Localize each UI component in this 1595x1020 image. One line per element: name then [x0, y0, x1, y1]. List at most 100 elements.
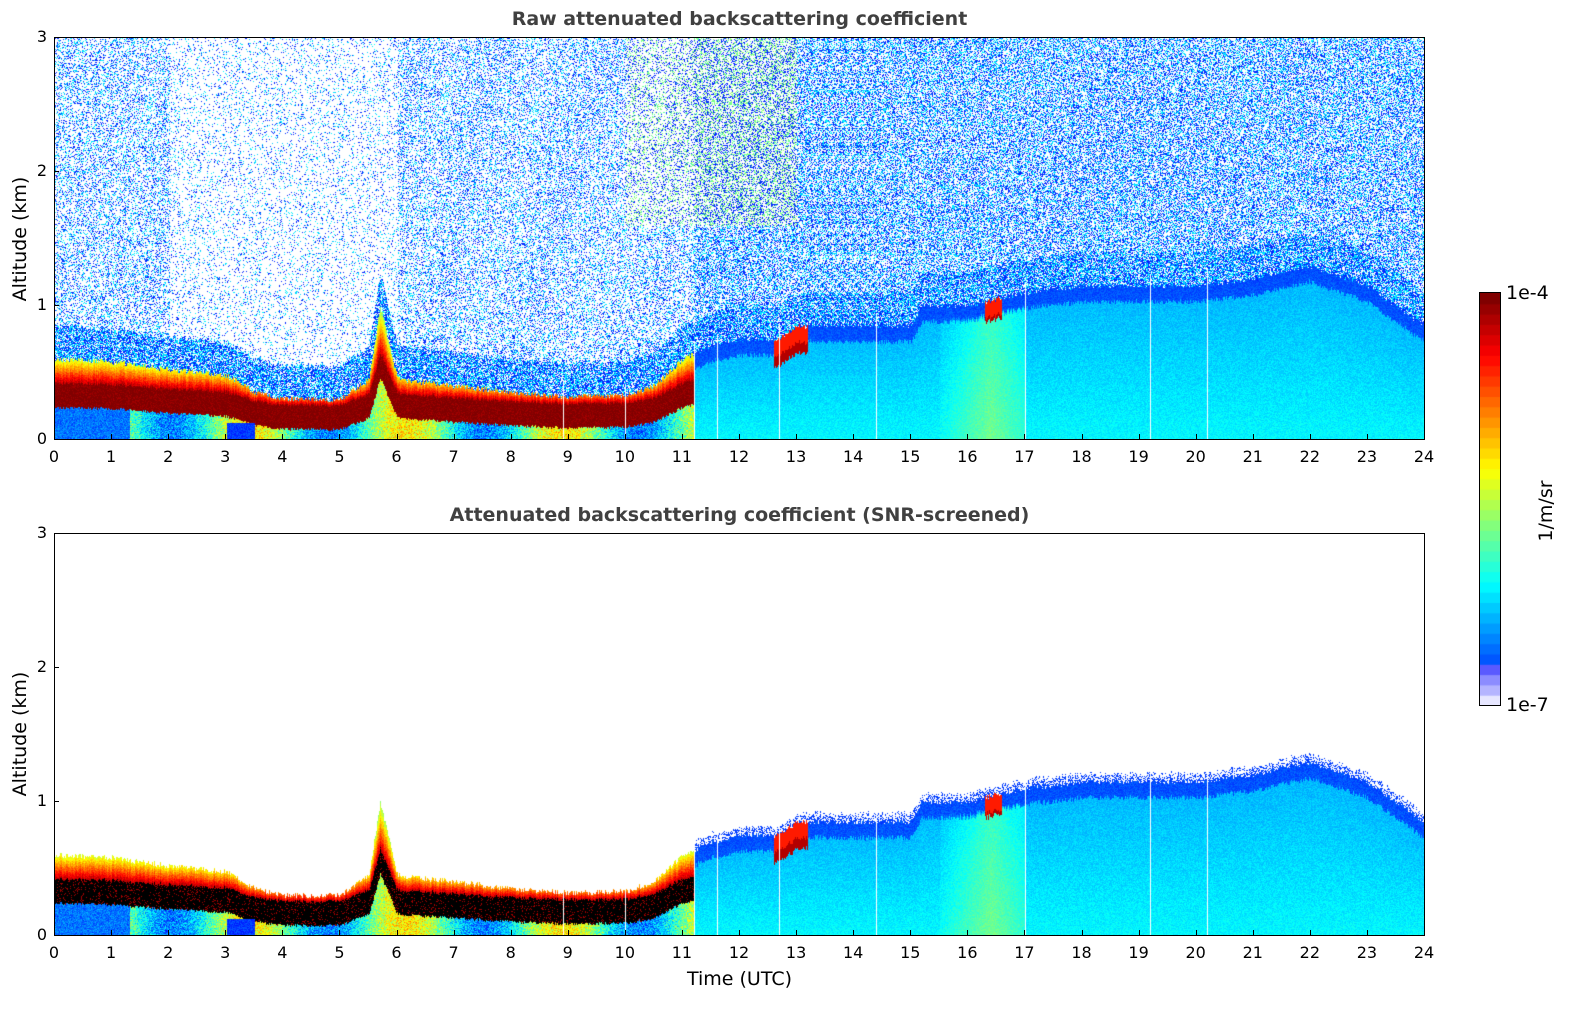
x-tick-label: 23	[1356, 447, 1378, 466]
x-tick-label: 20	[1185, 447, 1206, 466]
x-tick-label: 10	[614, 943, 635, 962]
x-tick-mark	[1309, 930, 1311, 935]
y-tick-label: 3	[36, 523, 47, 542]
x-tick-mark	[54, 434, 55, 439]
top-chart-title: Raw attenuated backscattering coefficien…	[511, 8, 968, 30]
x-tick-mark	[282, 434, 284, 439]
x-tick-mark	[853, 930, 855, 935]
y-tick-label: 0	[36, 429, 47, 448]
colorbar-gradient	[1480, 293, 1500, 705]
x-axis-label: Time (UTC)	[686, 968, 793, 990]
bottom-chart-title: Attenuated backscattering coefficient (S…	[449, 504, 1030, 526]
x-tick-mark	[624, 930, 626, 935]
x-tick-mark	[1138, 930, 1140, 935]
y-tick-mark	[54, 801, 59, 802]
x-tick-label: 7	[448, 447, 459, 466]
x-tick-label: 13	[785, 447, 807, 466]
x-tick-mark	[510, 434, 512, 439]
colorbar-max-label: 1e-4	[1506, 282, 1549, 304]
x-tick-label: 15	[900, 943, 921, 962]
x-tick-label: 1	[105, 943, 117, 962]
y-tick-mark	[54, 533, 59, 534]
x-tick-mark	[796, 930, 798, 935]
x-tick-label: 7	[448, 943, 459, 962]
bottom-heatmap-canvas	[55, 534, 1424, 935]
x-tick-mark	[739, 930, 740, 935]
y-tick-mark	[54, 439, 59, 440]
x-tick-label: 18	[1071, 447, 1092, 466]
y-tick-label: 2	[36, 657, 47, 676]
x-tick-mark	[1081, 434, 1083, 439]
x-tick-label: 19	[1128, 943, 1149, 962]
x-tick-label: 24	[1413, 943, 1435, 962]
x-tick-label: 21	[1242, 943, 1263, 962]
x-tick-label: 19	[1128, 447, 1149, 466]
x-tick-label: 13	[785, 943, 807, 962]
x-tick-mark	[282, 930, 284, 935]
x-tick-mark	[1424, 930, 1425, 935]
x-tick-mark	[624, 434, 626, 439]
x-tick-label: 22	[1299, 447, 1320, 466]
x-tick-mark	[1138, 434, 1140, 439]
x-tick-label: 8	[505, 447, 516, 466]
y-tick-label: 0	[36, 925, 47, 944]
x-tick-mark	[168, 434, 170, 439]
x-tick-mark	[339, 434, 341, 439]
x-tick-mark	[339, 930, 341, 935]
x-tick-label: 9	[562, 447, 573, 466]
x-tick-mark	[1081, 930, 1083, 935]
x-tick-mark	[681, 930, 683, 935]
x-tick-label: 4	[277, 447, 288, 466]
x-tick-label: 16	[957, 943, 978, 962]
y-tick-label: 3	[36, 27, 47, 46]
x-tick-label: 3	[220, 447, 231, 466]
colorbar-min-label: 1e-7	[1506, 694, 1549, 716]
x-tick-mark	[1424, 434, 1425, 439]
x-tick-mark	[910, 434, 912, 439]
y-tick-label: 1	[36, 791, 47, 810]
x-tick-mark	[967, 434, 969, 439]
colorbar-unit-label: 1/m/sr	[1535, 480, 1557, 542]
x-tick-label: 16	[957, 447, 978, 466]
x-tick-mark	[396, 930, 398, 935]
x-tick-label: 15	[900, 447, 921, 466]
x-tick-label: 10	[614, 447, 635, 466]
x-tick-label: 12	[728, 943, 750, 962]
x-tick-label: 17	[1014, 447, 1035, 466]
top-heatmap-plot	[54, 37, 1425, 440]
y-tick-label: 2	[36, 161, 47, 180]
x-tick-mark	[739, 434, 740, 439]
colorbar	[1479, 292, 1501, 706]
x-tick-mark	[54, 930, 55, 935]
x-tick-label: 11	[671, 943, 693, 962]
x-tick-label: 23	[1356, 943, 1378, 962]
x-tick-mark	[1195, 434, 1197, 439]
x-tick-mark	[111, 930, 113, 935]
x-tick-mark	[1024, 930, 1026, 935]
x-tick-mark	[510, 930, 512, 935]
y-tick-label: 1	[36, 295, 47, 314]
x-tick-label: 21	[1242, 447, 1263, 466]
x-tick-mark	[225, 930, 227, 935]
x-tick-mark	[1252, 930, 1254, 935]
x-tick-mark	[1366, 434, 1368, 439]
y-tick-mark	[54, 305, 59, 306]
x-tick-mark	[168, 930, 170, 935]
x-tick-label: 5	[334, 943, 345, 962]
top-heatmap-canvas	[55, 38, 1424, 439]
x-tick-label: 6	[391, 943, 402, 962]
x-tick-label: 5	[334, 447, 345, 466]
x-tick-label: 20	[1185, 943, 1206, 962]
x-tick-mark	[396, 434, 398, 439]
x-tick-mark	[967, 930, 969, 935]
x-tick-label: 18	[1071, 943, 1092, 962]
x-tick-mark	[567, 930, 569, 935]
x-tick-label: 3	[220, 943, 231, 962]
x-tick-label: 22	[1299, 943, 1320, 962]
x-tick-mark	[681, 434, 683, 439]
x-tick-mark	[453, 434, 455, 439]
x-tick-label: 12	[728, 447, 750, 466]
x-tick-mark	[1309, 434, 1311, 439]
x-tick-label: 6	[391, 447, 402, 466]
x-tick-label: 17	[1014, 943, 1035, 962]
